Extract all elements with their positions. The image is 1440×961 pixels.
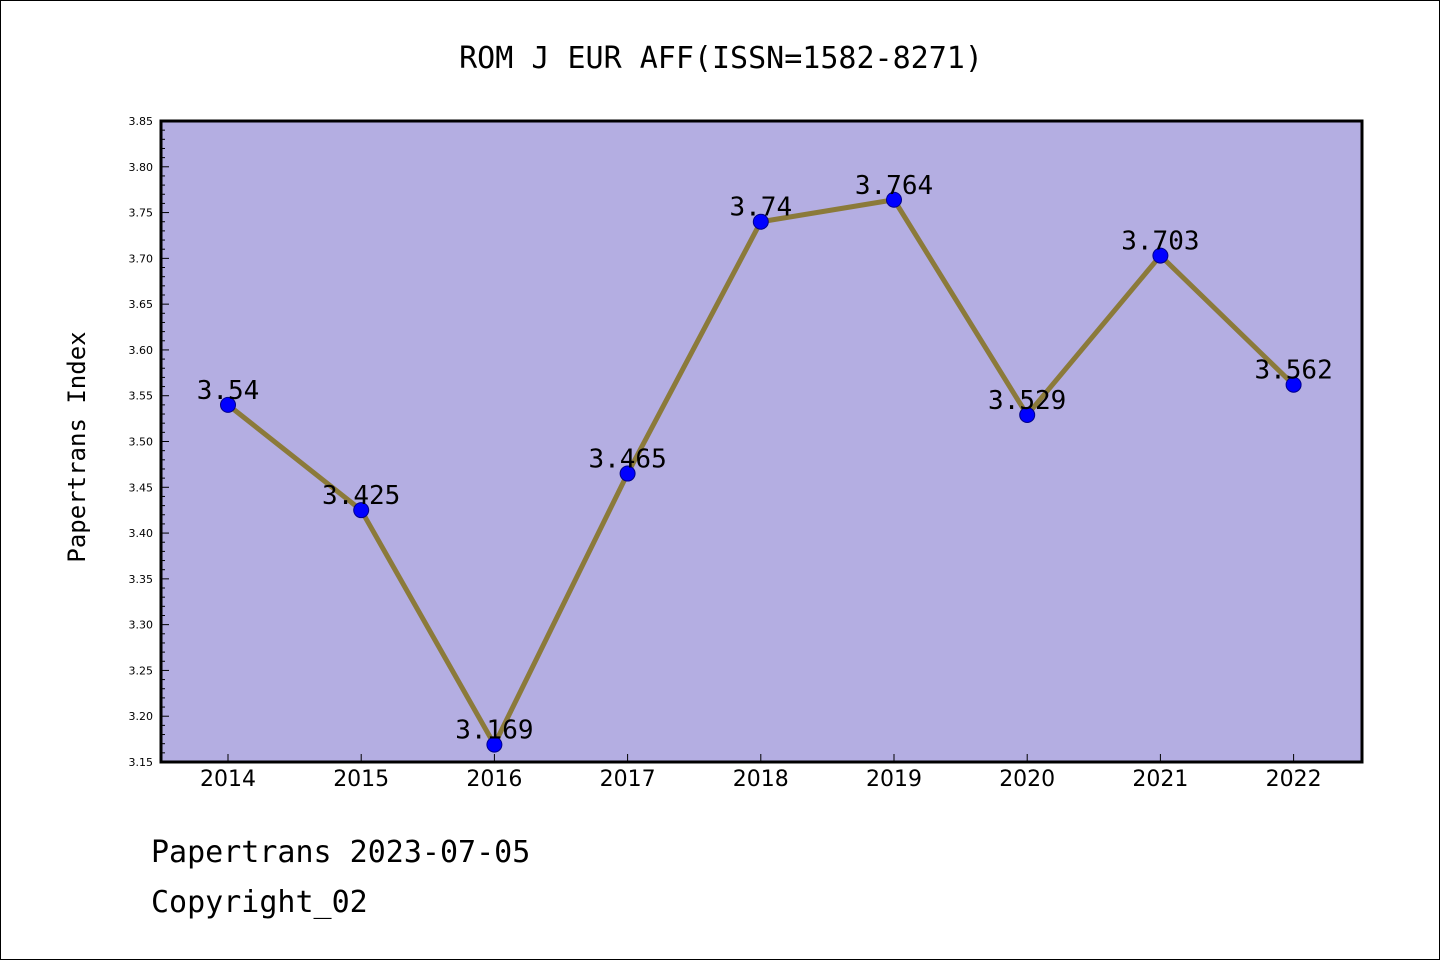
data-point <box>486 736 503 753</box>
data-label: 3.169 <box>455 716 533 746</box>
y-tick-label: 3.50 <box>129 436 154 449</box>
y-tick-label: 3.70 <box>129 252 154 265</box>
footer-date: Papertrans 2023-07-05 <box>151 835 531 870</box>
data-label: 3.703 <box>1121 227 1199 257</box>
data-point <box>886 191 902 208</box>
x-tick-label: 2015 <box>333 767 389 792</box>
y-tick-label: 3.60 <box>129 344 154 357</box>
y-tick-label: 3.45 <box>129 481 154 494</box>
y-tick-label: 3.40 <box>129 527 154 540</box>
data-point <box>1285 376 1302 393</box>
y-axis-label: Papertrans Index <box>63 331 91 562</box>
y-axis: 3.15 3.20 3.25 3.30 3.35 3.40 3.45 3.50 3.55 3.60… <box>129 115 169 769</box>
data-point <box>353 502 370 519</box>
y-tick-label: 3.85 <box>129 115 154 128</box>
data-label: 3.764 <box>855 171 933 201</box>
data-label: 3.562 <box>1254 356 1332 386</box>
x-axis: 2014 2015 2016 2017 2018 2019 2020 2021 2022 <box>200 754 1322 792</box>
data-label: 3.529 <box>988 386 1066 416</box>
y-tick-label: 3.35 <box>129 573 154 586</box>
x-tick-label: 2017 <box>600 767 656 792</box>
data-point <box>1019 406 1036 423</box>
plot-border <box>159 119 1364 764</box>
y-tick-label: 3.75 <box>129 207 154 220</box>
x-tick-label: 2019 <box>866 767 922 792</box>
y-tick-label: 3.65 <box>129 298 154 311</box>
data-labels: 3.54 3.425 3.169 3.465 3.74 3.764 3.529 3.703 3.… <box>197 171 1333 746</box>
x-tick-label: 2014 <box>200 767 256 792</box>
data-point <box>619 465 636 482</box>
y-tick-label: 3.80 <box>129 161 154 174</box>
x-tick-label: 2018 <box>733 767 789 792</box>
y-tick-label: 3.25 <box>129 664 154 677</box>
x-tick-label: 2016 <box>466 767 522 792</box>
x-tick-label: 2021 <box>1132 767 1188 792</box>
x-tick-label: 2020 <box>999 767 1055 792</box>
series-layer <box>220 191 1302 753</box>
data-label: 3.425 <box>322 481 400 511</box>
y-tick-label: 3.30 <box>129 619 154 632</box>
data-label: 3.74 <box>729 193 792 223</box>
y-tick-label: 3.15 <box>129 756 154 769</box>
data-point <box>1152 247 1169 264</box>
data-point <box>220 396 236 413</box>
x-tick-label: 2022 <box>1266 767 1322 792</box>
y-tick-label: 3.55 <box>129 390 154 403</box>
data-label: 3.54 <box>197 376 260 406</box>
data-point <box>752 213 769 230</box>
chart-title: ROM J EUR AFF(ISSN=1582-8271) <box>459 41 983 76</box>
footer-copyright: Copyright_02 <box>151 885 368 920</box>
data-label: 3.465 <box>588 445 666 475</box>
y-tick-label: 3.20 <box>129 710 154 723</box>
